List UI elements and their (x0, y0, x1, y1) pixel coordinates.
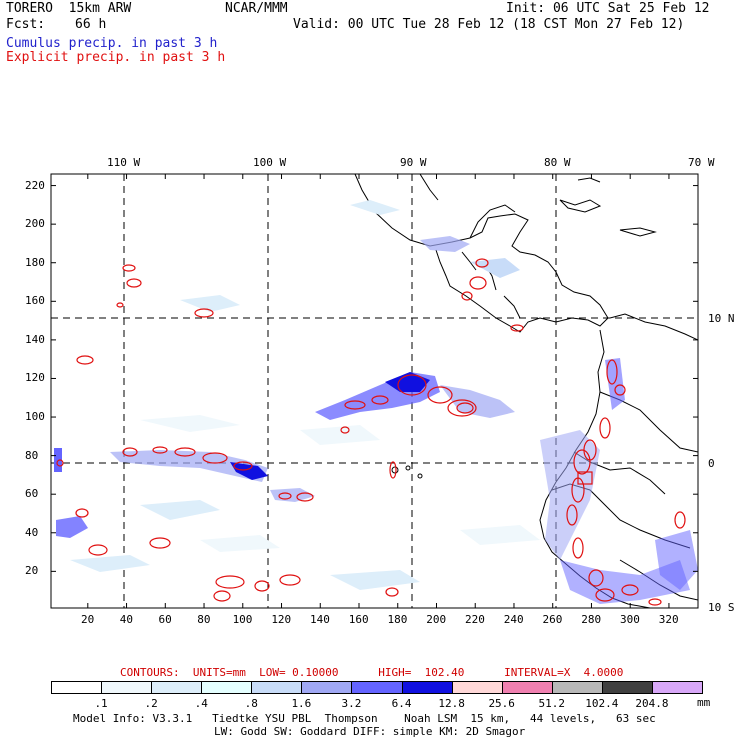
y-tick-label: 140 (25, 332, 45, 346)
x-tick-label: 120 (271, 613, 292, 626)
x-tick-label: 100 (232, 613, 253, 626)
legend-label: .8 (244, 697, 258, 710)
x-tick-label: 20 (81, 613, 95, 626)
legend-label: 1.6 (291, 697, 312, 710)
y-tick-label: 60 (25, 487, 39, 501)
legend-label: 51.2 (538, 697, 566, 710)
legend-swatch (401, 681, 453, 694)
lat-label-0: 0 (708, 457, 715, 470)
y-tick-label: 40 (25, 525, 39, 539)
y-tick-label: 180 (25, 255, 45, 269)
x-tick-label: 140 (310, 613, 330, 626)
lon-label-70w: 70 W (688, 156, 715, 169)
legend-swatch (251, 681, 303, 694)
forecast-hour: 66 h (75, 17, 107, 32)
axis-ticks (51, 174, 698, 608)
lat-label-10n: 10 N (708, 312, 735, 325)
org-label: NCAR/MMM (225, 1, 288, 16)
model-title: TORERO 15km ARW (6, 1, 132, 16)
x-tick-label: 40 (119, 613, 133, 626)
model-info-line1: Model Info: V3.3.1 Tiedtke YSU PBL Thomp… (73, 712, 656, 725)
x-tick-label: 60 (158, 613, 172, 626)
legend-label: 12.8 (438, 697, 465, 710)
explicit-precip-contours (56, 258, 686, 606)
forecast-label: Fcst: (6, 17, 46, 32)
lon-label-80w: 80 W (544, 156, 571, 169)
lat-label-10s: 10 S (708, 601, 735, 614)
legend-swatch (301, 681, 353, 694)
x-tick-label: 160 (348, 613, 369, 626)
legend-swatch (351, 681, 403, 694)
legend-label: 3.2 (341, 697, 362, 710)
model-info-line2: LW: Godd SW: Goddard DIFF: simple KM: 2D… (214, 725, 526, 738)
legend-label: .1 (94, 697, 108, 710)
x-tick-label: 220 (465, 613, 485, 626)
y-tick-label: 120 (25, 371, 45, 385)
x-tick-label: 240 (503, 613, 524, 626)
x-tick-label: 200 (426, 613, 447, 626)
x-tick-label: 80 (197, 613, 211, 626)
legend-swatch (501, 681, 553, 694)
legend-label: 25.6 (488, 697, 515, 710)
legend-swatch (601, 681, 653, 694)
legend-swatch (551, 681, 603, 694)
x-tick-label: 280 (581, 613, 602, 626)
explicit-legend-label: Explicit precip. in past 3 h (6, 50, 226, 65)
legend-label: 102.4 (585, 697, 619, 710)
contours-info: CONTOURS: UNITS=mm LOW= 0.10000 HIGH= 10… (120, 666, 624, 679)
y-tick-label: 160 (25, 294, 45, 308)
valid-time: Valid: 00 UTC Tue 28 Feb 12 (18 CST Mon … (293, 17, 685, 32)
x-tick-label: 300 (620, 613, 640, 626)
x-tick-label: 320 (658, 613, 679, 626)
map-frame (50, 173, 699, 609)
legend-swatch (451, 681, 503, 694)
legend-swatch (651, 681, 703, 694)
legend-label: 204.8 (635, 697, 669, 710)
y-tick-label: 100 (25, 410, 45, 424)
legend-swatch (151, 681, 203, 694)
legend-swatch (51, 681, 103, 694)
lon-label-90w: 90 W (400, 156, 427, 169)
legend-label: 6.4 (391, 697, 412, 710)
legend-unit: mm (697, 696, 711, 709)
x-tick-label: 260 (542, 613, 563, 626)
y-tick-label: 20 (25, 564, 39, 578)
init-time: Init: 06 UTC Sat 25 Feb 12 (506, 1, 710, 16)
cumulus-legend-label: Cumulus precip. in past 3 h (6, 36, 218, 51)
y-tick-label: 220 (25, 178, 45, 192)
y-tick-label: 80 (25, 448, 39, 462)
lon-label-110w: 110 W (107, 156, 141, 169)
y-tick-label: 200 (25, 217, 45, 231)
legend-label: .4 (194, 697, 208, 710)
x-tick-label: 180 (387, 613, 408, 626)
legend-label: .2 (144, 697, 158, 710)
lon-label-100w: 100 W (253, 156, 287, 169)
legend-swatch (101, 681, 153, 694)
legend-swatch (201, 681, 253, 694)
